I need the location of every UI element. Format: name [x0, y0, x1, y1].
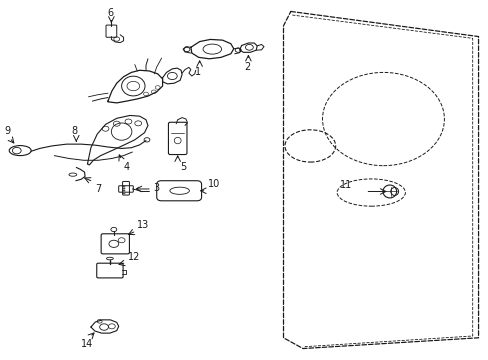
Text: 6: 6 [107, 8, 113, 18]
FancyBboxPatch shape [122, 192, 124, 194]
FancyBboxPatch shape [122, 188, 124, 189]
Text: 13: 13 [137, 220, 149, 230]
Text: 3: 3 [153, 183, 159, 193]
FancyBboxPatch shape [122, 186, 124, 187]
Text: 1: 1 [195, 67, 201, 77]
Text: 11: 11 [339, 180, 351, 190]
Text: 10: 10 [207, 179, 220, 189]
Text: 7: 7 [95, 184, 101, 194]
Text: 14: 14 [81, 339, 93, 349]
FancyBboxPatch shape [122, 190, 124, 192]
Text: 4: 4 [123, 162, 129, 172]
Text: 8: 8 [72, 126, 78, 136]
Text: 5: 5 [180, 162, 186, 172]
Text: 2: 2 [244, 62, 249, 72]
Text: 12: 12 [127, 252, 140, 262]
Text: 9: 9 [4, 126, 11, 136]
